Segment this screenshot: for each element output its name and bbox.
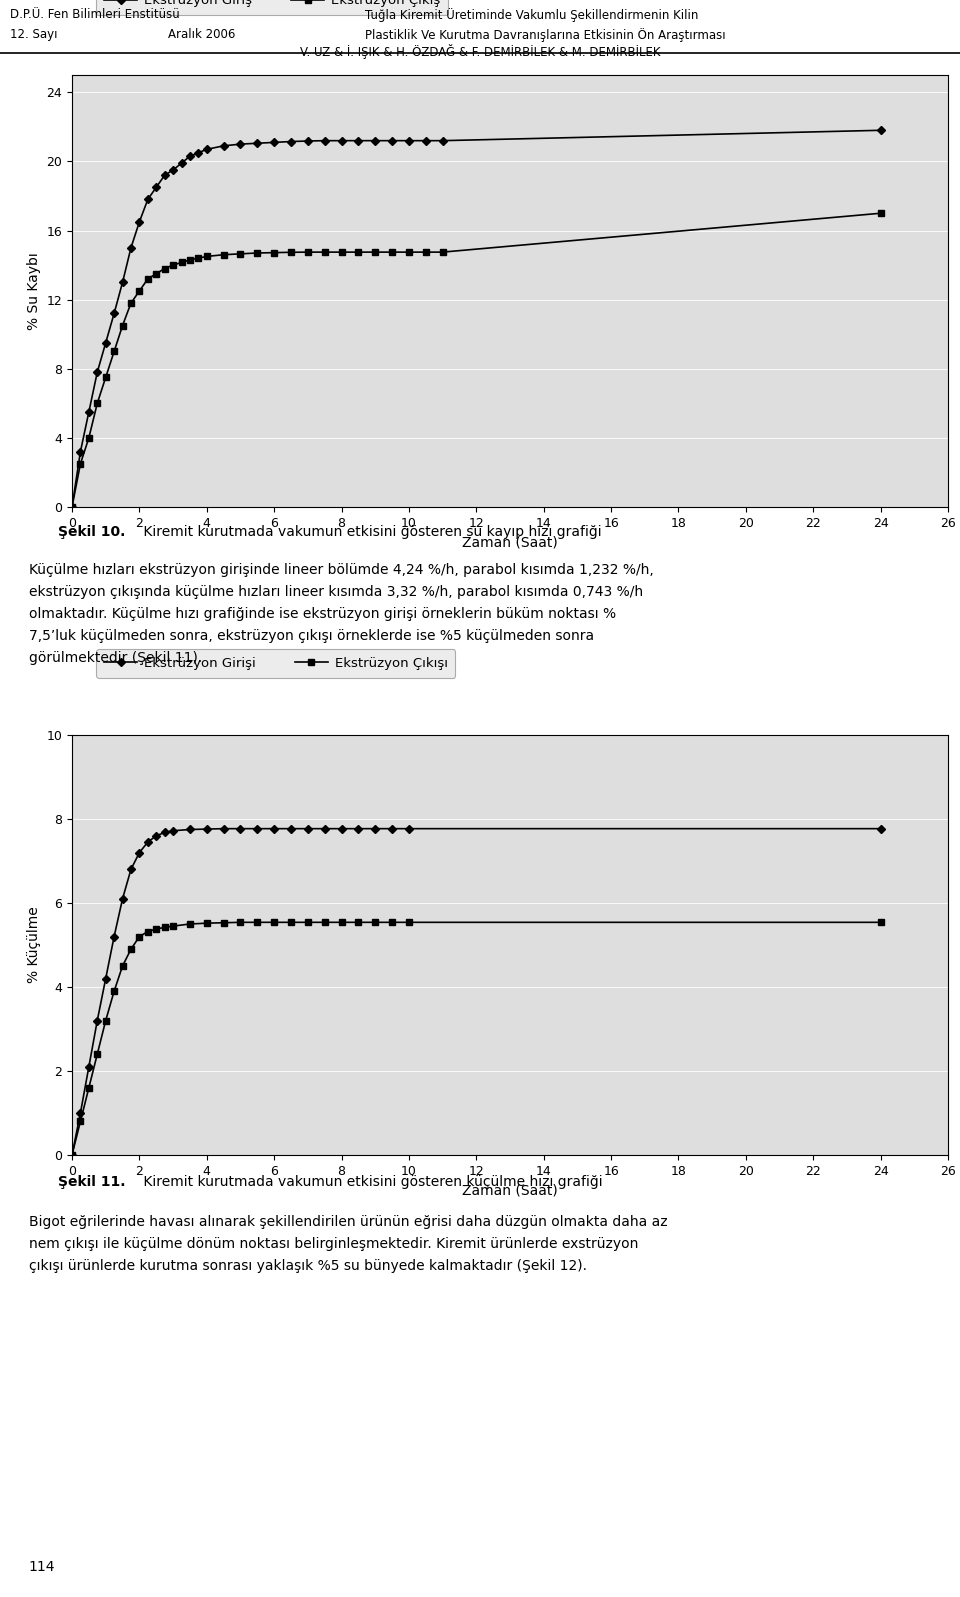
Text: Tuğla Kiremit Üretiminde Vakumlu Şekillendirmenin Kilin: Tuğla Kiremit Üretiminde Vakumlu Şekille… xyxy=(365,8,698,22)
Y-axis label: % Küçülme: % Küçülme xyxy=(27,907,41,984)
Text: D.P.Ü. Fen Bilimleri Enstitüsü: D.P.Ü. Fen Bilimleri Enstitüsü xyxy=(10,8,180,21)
Text: görülmektedir (Şekil 11).: görülmektedir (Şekil 11). xyxy=(29,652,202,664)
Text: Kiremit kurutmada vakumun etkisini gösteren su kayıp hızı grafiği: Kiremit kurutmada vakumun etkisini göste… xyxy=(139,525,602,540)
Text: Aralık 2006: Aralık 2006 xyxy=(168,29,235,42)
X-axis label: Zaman (Saat): Zaman (Saat) xyxy=(462,1183,558,1198)
Text: 7,5’luk küçülmeden sonra, ekstrüzyon çıkışı örneklerde ise %5 küçülmeden sonra: 7,5’luk küçülmeden sonra, ekstrüzyon çık… xyxy=(29,629,594,644)
Text: Şekil 10.: Şekil 10. xyxy=(58,525,125,540)
Legend: Ekstrüzyon Girişi, Ekstrüzyon Çıkışı: Ekstrüzyon Girişi, Ekstrüzyon Çıkışı xyxy=(96,650,455,679)
X-axis label: Zaman (Saat): Zaman (Saat) xyxy=(462,535,558,549)
Text: Şekil 11.: Şekil 11. xyxy=(58,1175,125,1190)
Text: nem çıkışı ile küçülme dönüm noktası belirginleşmektedir. Kiremit ürünlerde exst: nem çıkışı ile küçülme dönüm noktası bel… xyxy=(29,1238,638,1250)
Y-axis label: % Su Kaybı: % Su Kaybı xyxy=(27,252,41,331)
Text: ekstrüzyon çıkışında küçülme hızları lineer kısımda 3,32 %/h, parabol kısımda 0,: ekstrüzyon çıkışında küçülme hızları lin… xyxy=(29,585,643,599)
Text: Küçülme hızları ekstrüzyon girişinde lineer bölümde 4,24 %/h, parabol kısımda 1,: Küçülme hızları ekstrüzyon girişinde lin… xyxy=(29,564,654,577)
Text: Plastiklik Ve Kurutma Davranışlarına Etkisinin Ön Araştırması: Plastiklik Ve Kurutma Davranışlarına Etk… xyxy=(365,29,726,42)
Text: olmaktadır. Küçülme hızı grafiğinde ise ekstrüzyon girişi örneklerin büküm nokta: olmaktadır. Küçülme hızı grafiğinde ise … xyxy=(29,607,616,621)
Text: V. UZ & İ. IŞIK & H. ÖZDAĞ & F. DEMİRBİLEK & M. DEMİRBİLEK: V. UZ & İ. IŞIK & H. ÖZDAĞ & F. DEMİRBİL… xyxy=(300,45,660,59)
Text: 114: 114 xyxy=(29,1560,56,1575)
Text: çıkışı ürünlerde kurutma sonrası yaklaşık %5 su bünyede kalmaktadır (Şekil 12).: çıkışı ürünlerde kurutma sonrası yaklaşı… xyxy=(29,1258,587,1273)
Text: Kiremit kurutmada vakumun etkisini gösteren küçülme hızı grafiği: Kiremit kurutmada vakumun etkisini göste… xyxy=(139,1175,603,1190)
Legend: Ekstrüzyon Giriş, Ekstrüzyon Çıkış: Ekstrüzyon Giriş, Ekstrüzyon Çıkış xyxy=(96,0,448,16)
Text: 12. Sayı: 12. Sayı xyxy=(10,29,57,42)
Text: Bigot eğrilerinde havası alınarak şekillendirilen ürünün eğrisi daha düzgün olma: Bigot eğrilerinde havası alınarak şekill… xyxy=(29,1215,667,1230)
